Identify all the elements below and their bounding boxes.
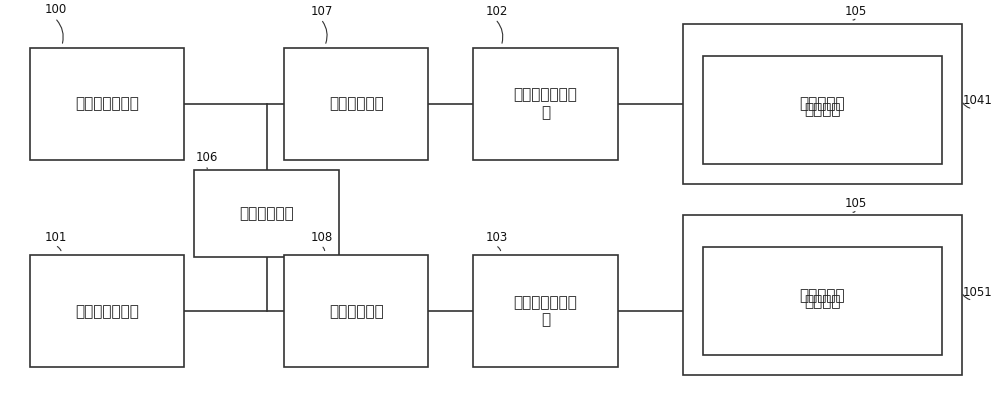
- Text: 102: 102: [485, 5, 508, 18]
- Text: 第二天线组: 第二天线组: [799, 288, 845, 303]
- Text: 106: 106: [195, 151, 218, 164]
- Text: 1041: 1041: [963, 94, 992, 107]
- Text: 100: 100: [45, 4, 67, 16]
- FancyBboxPatch shape: [683, 24, 962, 184]
- Text: 第一天线组: 第一天线组: [799, 96, 845, 111]
- Text: 第二射频发送模
块: 第二射频发送模 块: [514, 295, 578, 328]
- Text: 101: 101: [45, 231, 67, 244]
- FancyBboxPatch shape: [30, 255, 184, 367]
- FancyBboxPatch shape: [284, 255, 428, 367]
- FancyBboxPatch shape: [30, 48, 184, 160]
- Text: 第一射频发送模
块: 第一射频发送模 块: [514, 87, 578, 120]
- FancyBboxPatch shape: [284, 48, 428, 160]
- Text: 105: 105: [845, 197, 867, 210]
- FancyBboxPatch shape: [703, 56, 942, 164]
- Text: 108: 108: [311, 231, 333, 244]
- Text: 第二信号发射机: 第二信号发射机: [75, 304, 139, 319]
- Text: 107: 107: [311, 5, 333, 18]
- Text: 1051: 1051: [963, 286, 992, 298]
- FancyBboxPatch shape: [683, 215, 962, 375]
- Text: 第三开关组件: 第三开关组件: [329, 304, 384, 319]
- FancyBboxPatch shape: [473, 48, 618, 160]
- Text: 第二天线: 第二天线: [804, 294, 840, 309]
- Text: 第二开关组件: 第二开关组件: [329, 96, 384, 111]
- Text: 第一开关组件: 第一开关组件: [239, 206, 294, 221]
- FancyBboxPatch shape: [473, 255, 618, 367]
- FancyBboxPatch shape: [703, 247, 942, 355]
- Text: 第一信号发射机: 第一信号发射机: [75, 96, 139, 111]
- Text: 第一天线: 第一天线: [804, 102, 840, 117]
- FancyBboxPatch shape: [194, 170, 339, 257]
- Text: 103: 103: [485, 231, 508, 244]
- Text: 105: 105: [845, 5, 867, 18]
